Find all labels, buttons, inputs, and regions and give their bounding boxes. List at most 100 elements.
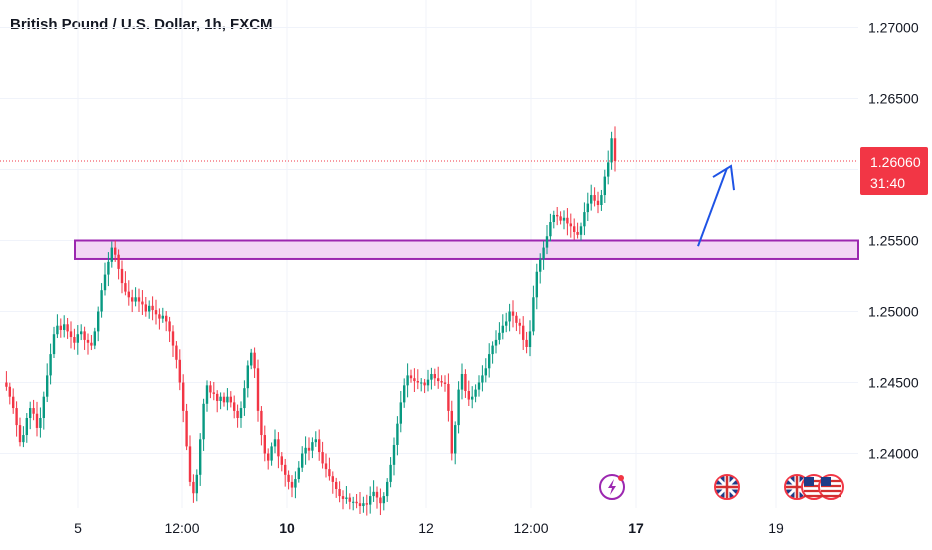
support-zone[interactable]	[74, 239, 859, 260]
candle	[93, 327, 96, 350]
candle-body	[209, 385, 212, 393]
x-tick-label: 12:00	[164, 520, 199, 536]
candle-body	[59, 325, 62, 330]
candle-body	[501, 325, 504, 333]
candle	[236, 404, 239, 428]
candle	[603, 169, 606, 203]
candle	[49, 343, 52, 385]
candle	[447, 373, 450, 422]
candle-body	[416, 381, 419, 383]
us-flag-icon[interactable]	[818, 474, 844, 500]
time-axis[interactable]: 5 12:00 10 12 12:00 17 19	[74, 520, 784, 536]
candle-body	[494, 339, 498, 346]
candle	[239, 401, 243, 428]
candle-body	[579, 226, 583, 235]
candle-body	[222, 396, 226, 403]
candle-body	[433, 373, 436, 379]
candle-body	[515, 315, 518, 323]
candle	[185, 403, 188, 451]
candle	[545, 224, 549, 255]
candle-body	[314, 439, 317, 443]
price-tag	[860, 146, 928, 195]
candle-body	[35, 413, 39, 428]
candle-body	[542, 247, 545, 259]
candle	[66, 317, 69, 339]
candle-body	[144, 304, 147, 312]
candle-body	[552, 214, 555, 223]
candle-body	[335, 481, 338, 489]
candle-body	[447, 383, 450, 411]
candle	[246, 360, 249, 398]
candle	[341, 490, 345, 510]
candle-body	[345, 497, 348, 499]
candle	[471, 386, 474, 409]
x-tick-label: 17	[628, 520, 644, 536]
candle-body	[39, 418, 42, 428]
candle-body	[396, 423, 399, 445]
candle	[386, 478, 389, 502]
candle-body	[522, 325, 525, 340]
candle	[345, 486, 348, 504]
candle-body	[290, 481, 294, 488]
candle-body	[392, 444, 396, 465]
candle-body	[226, 396, 229, 403]
candle	[379, 488, 382, 516]
candle-body	[338, 489, 341, 497]
candle	[63, 315, 66, 338]
candle	[586, 192, 589, 222]
candle-body	[154, 310, 158, 315]
y-tick-label: 1.26500	[868, 91, 919, 107]
x-tick-label: 10	[279, 520, 295, 536]
candle-body	[348, 497, 351, 502]
candle	[263, 425, 266, 462]
candle	[488, 343, 491, 378]
candle-body	[569, 223, 572, 227]
candle	[141, 290, 144, 315]
candle-body	[321, 452, 324, 464]
candle-body	[301, 453, 304, 468]
candle-body	[12, 396, 15, 409]
candle-body	[277, 439, 280, 457]
candle	[352, 496, 355, 511]
candle-body	[148, 305, 151, 312]
candle	[389, 457, 392, 488]
candle	[596, 191, 600, 214]
candle-body	[399, 402, 402, 424]
candle	[205, 380, 209, 412]
y-tick-label: 1.25000	[868, 304, 919, 320]
candle	[178, 349, 181, 391]
candle-body	[528, 331, 532, 347]
candle	[508, 303, 511, 332]
candle	[477, 375, 481, 397]
candle-body	[260, 410, 263, 436]
candle	[358, 492, 362, 515]
event-markers[interactable]	[599, 474, 844, 500]
candle	[175, 341, 178, 369]
uk-flag-icon[interactable]	[714, 474, 740, 500]
annotations	[0, 160, 858, 247]
candle-body	[613, 138, 617, 161]
candle-body	[382, 496, 385, 504]
candle	[42, 391, 45, 430]
candle-body	[369, 496, 372, 505]
candle-body	[246, 365, 249, 389]
candle	[100, 283, 103, 318]
candle	[25, 413, 28, 443]
candle	[467, 380, 470, 407]
candle-body	[549, 222, 552, 237]
price-tag-price: 1.26060	[870, 154, 921, 170]
candle	[338, 481, 341, 503]
price-axis[interactable]: 1.270001.265001.260001.255001.250001.245…	[860, 20, 928, 462]
candle	[39, 407, 42, 438]
candle	[522, 316, 525, 350]
candle	[117, 249, 120, 280]
candle-body	[151, 305, 154, 311]
candle-body	[484, 368, 487, 376]
candle-body	[318, 439, 321, 453]
candle-body	[297, 467, 300, 480]
candle	[369, 486, 372, 514]
candle	[328, 457, 331, 481]
candle	[46, 363, 49, 403]
lightning-icon[interactable]	[599, 474, 625, 500]
